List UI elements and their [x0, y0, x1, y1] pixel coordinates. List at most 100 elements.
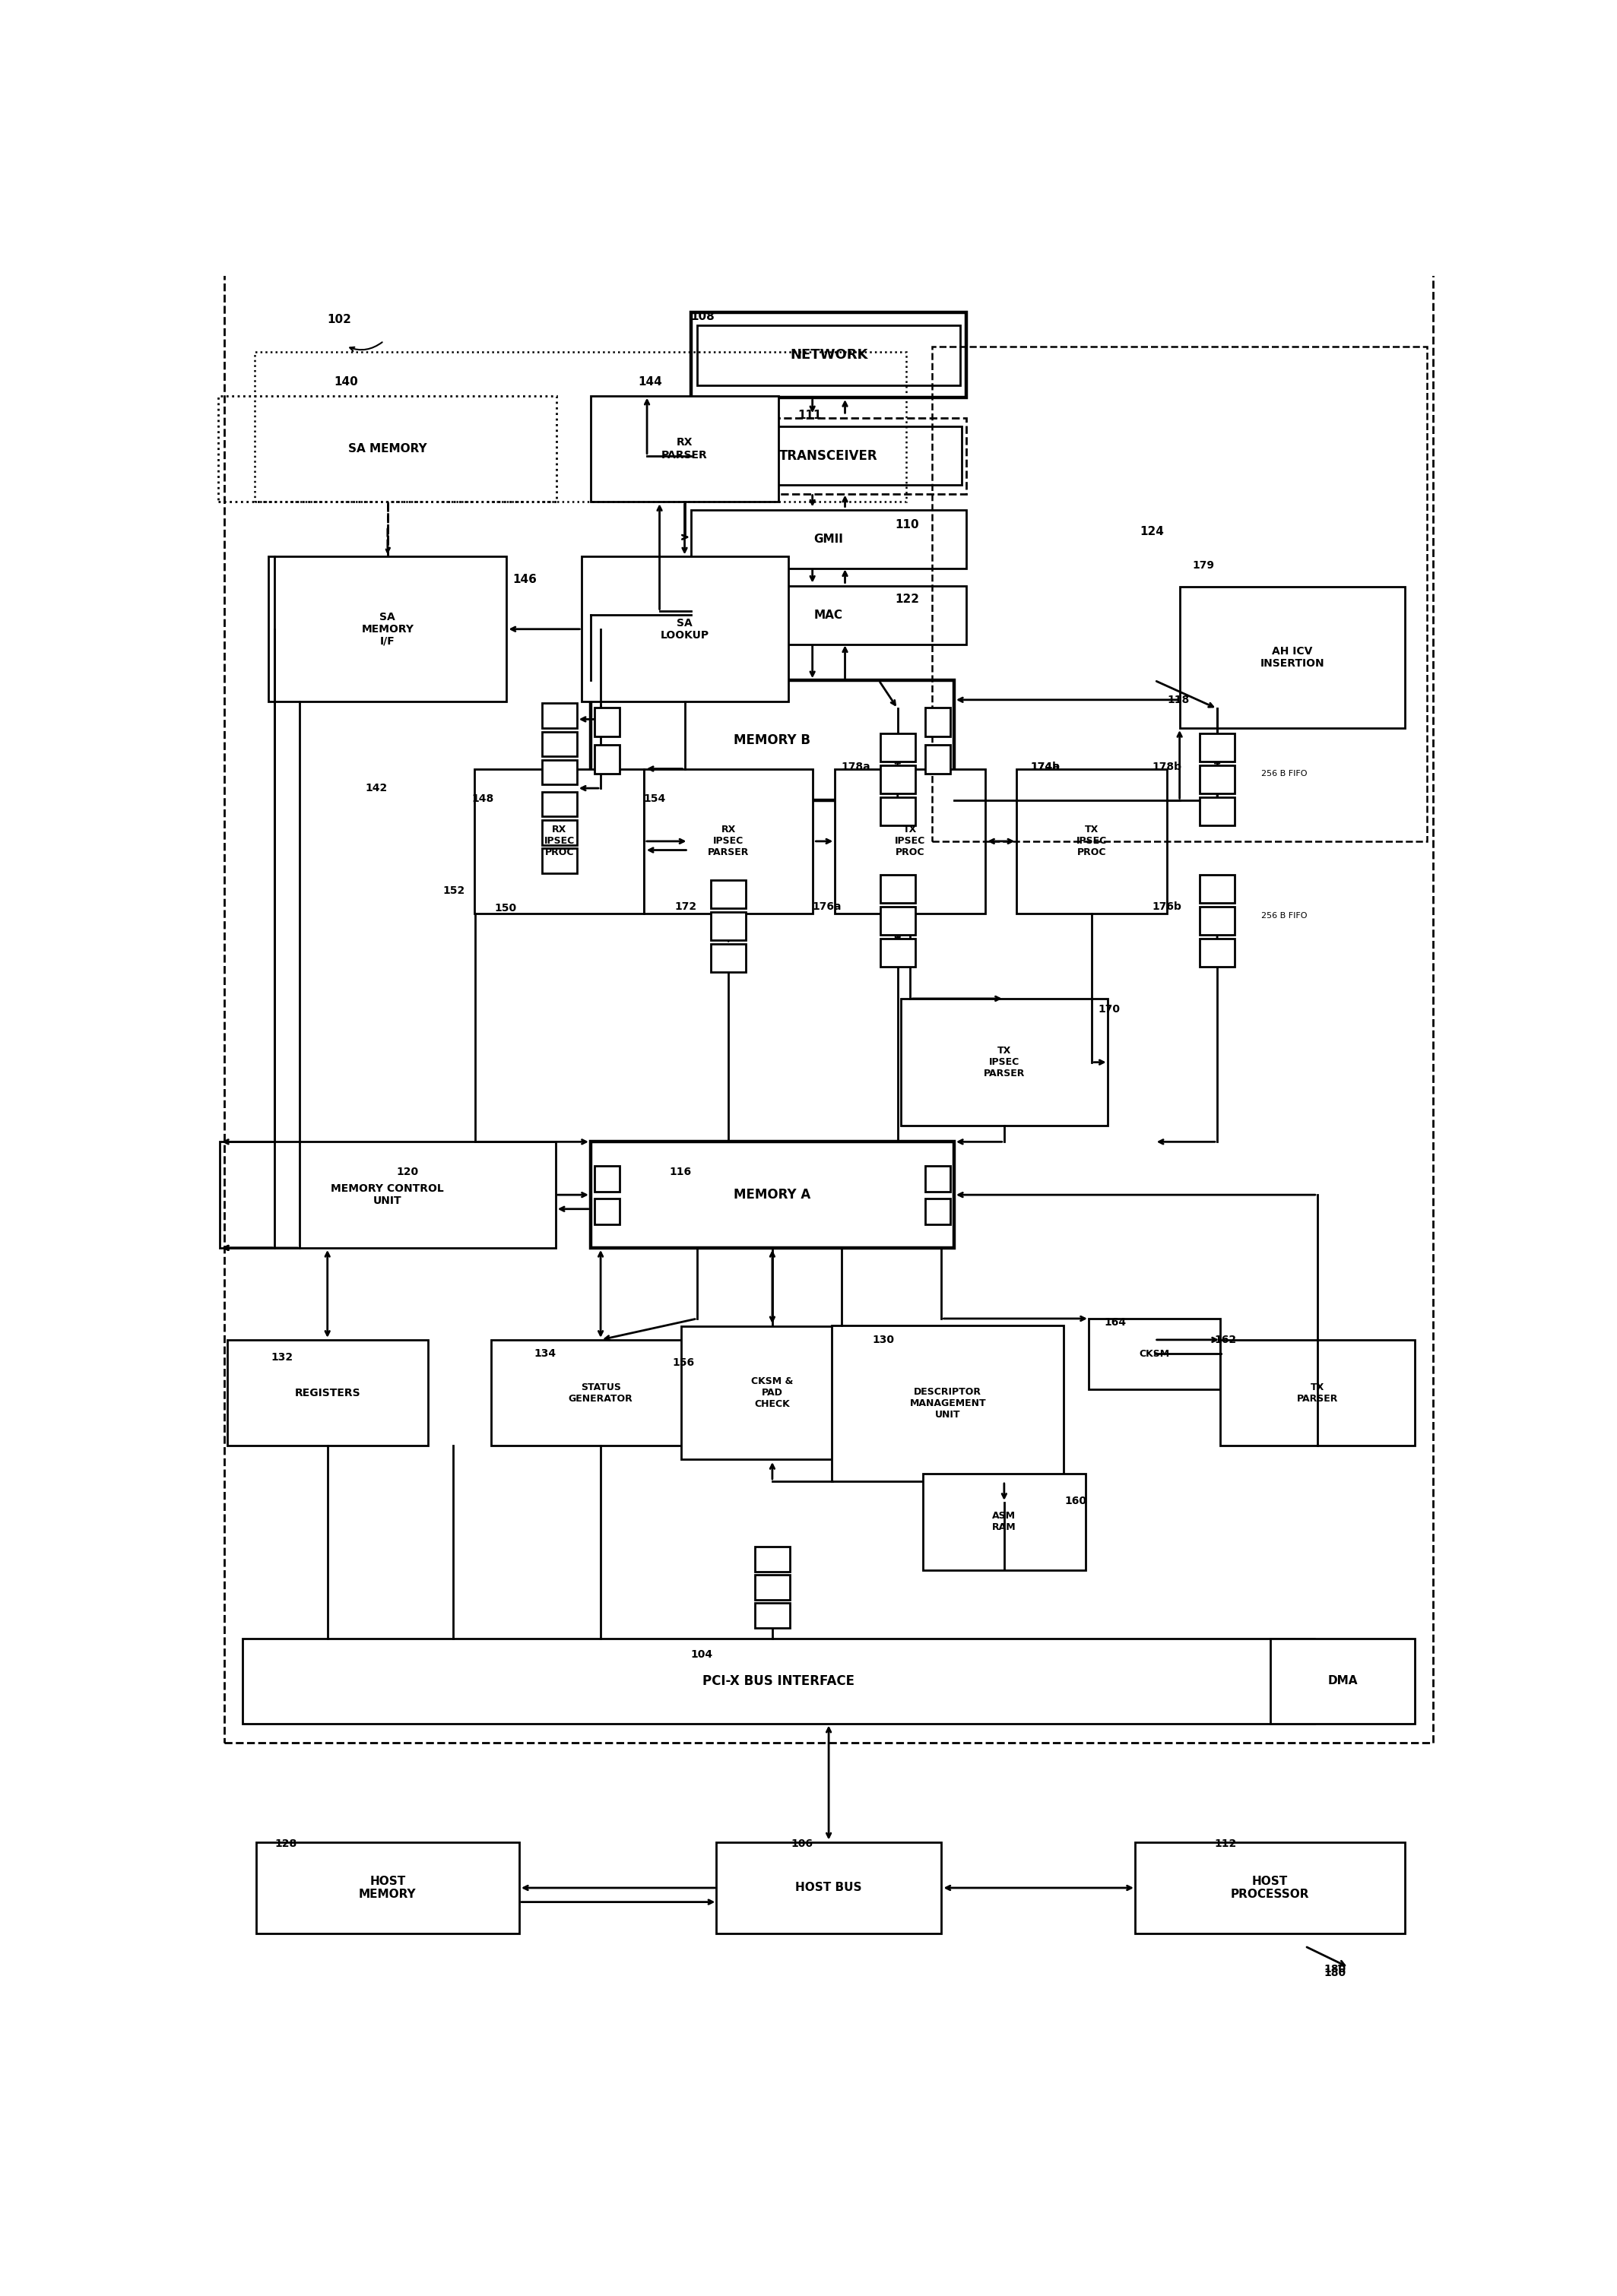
Bar [901, 999, 1108, 1125]
Text: 162: 162 [1214, 1334, 1237, 1345]
Bar [880, 732, 915, 762]
Bar [925, 1166, 951, 1192]
Bar [923, 1474, 1085, 1570]
Bar [755, 1548, 789, 1570]
Text: NETWORK: NETWORK [789, 349, 868, 363]
Text: 118: 118 [1167, 693, 1190, 705]
Bar [1200, 765, 1235, 794]
Text: TX
IPSEC
PROC: TX IPSEC PROC [1077, 824, 1108, 859]
Bar [1200, 875, 1235, 902]
Bar [590, 680, 954, 801]
Bar [595, 707, 619, 737]
Bar [697, 326, 960, 386]
Bar [831, 1325, 1064, 1481]
Bar [690, 585, 967, 645]
Text: 142: 142 [365, 783, 388, 794]
Bar [542, 847, 577, 872]
Text: 108: 108 [690, 310, 715, 321]
Text: 124: 124 [1140, 526, 1164, 537]
Text: TX
IPSEC
PARSER: TX IPSEC PARSER [983, 1047, 1025, 1079]
Text: 146: 146 [513, 574, 537, 585]
Text: REGISTERS: REGISTERS [294, 1387, 361, 1398]
Bar [690, 510, 967, 567]
Bar [595, 1166, 619, 1192]
Bar [755, 1603, 789, 1628]
Bar [716, 1841, 941, 1933]
Text: SA
LOOKUP: SA LOOKUP [660, 618, 708, 641]
Text: TX
PARSER: TX PARSER [1297, 1382, 1339, 1403]
Text: 144: 144 [639, 377, 663, 388]
Text: CKSM &
PAD
CHECK: CKSM & PAD CHECK [752, 1378, 794, 1410]
Text: 174b: 174b [1030, 762, 1061, 771]
Bar [695, 427, 962, 484]
Bar [880, 797, 915, 824]
Text: HOST BUS: HOST BUS [796, 1883, 862, 1894]
Text: 156: 156 [673, 1357, 694, 1368]
Bar [1180, 588, 1405, 728]
Bar [880, 907, 915, 934]
Bar [590, 395, 779, 503]
Text: 134: 134 [534, 1348, 556, 1359]
Text: 104: 104 [690, 1649, 713, 1660]
Text: 130: 130 [873, 1334, 894, 1345]
Bar [1200, 797, 1235, 824]
Text: RX
IPSEC
PARSER: RX IPSEC PARSER [708, 824, 749, 859]
Text: SA MEMORY: SA MEMORY [348, 443, 427, 455]
Text: 180: 180 [1324, 1963, 1345, 1975]
Text: 170: 170 [1098, 1003, 1121, 1015]
Text: 150: 150 [495, 902, 516, 914]
Bar [755, 1575, 789, 1600]
Text: 120: 120 [396, 1166, 419, 1178]
Bar [542, 792, 577, 817]
Bar [880, 939, 915, 967]
Bar [931, 347, 1428, 840]
Bar [711, 912, 745, 941]
Bar [492, 1341, 710, 1446]
Bar [542, 760, 577, 785]
Text: 132: 132 [272, 1352, 293, 1364]
Bar [711, 944, 745, 971]
Text: GMII: GMII [813, 533, 844, 544]
Text: PCI-X BUS INTERFACE: PCI-X BUS INTERFACE [702, 1674, 855, 1688]
Text: HOST
PROCESSOR: HOST PROCESSOR [1231, 1876, 1310, 1901]
Bar [834, 769, 985, 914]
Bar [1135, 1841, 1405, 1933]
Bar [590, 1141, 954, 1249]
Bar [475, 769, 644, 914]
Text: DMA: DMA [1328, 1676, 1358, 1688]
Bar [1271, 1639, 1415, 1724]
Bar [218, 395, 556, 503]
Text: DESCRIPTOR
MANAGEMENT
UNIT: DESCRIPTOR MANAGEMENT UNIT [909, 1387, 986, 1419]
Bar [226, 1341, 427, 1446]
Text: 154: 154 [644, 794, 666, 804]
Text: SA
MEMORY
I/F: SA MEMORY I/F [361, 611, 414, 647]
Text: 174a: 174a [1030, 762, 1059, 771]
Bar [225, 257, 1433, 1743]
Bar [595, 1199, 619, 1224]
Bar [880, 765, 915, 794]
Text: STATUS
GENERATOR: STATUS GENERATOR [569, 1382, 632, 1403]
Text: 122: 122 [896, 592, 920, 604]
Bar [925, 1199, 951, 1224]
Bar [595, 744, 619, 774]
Text: 164: 164 [1104, 1318, 1127, 1327]
Text: 180: 180 [1324, 1968, 1345, 1979]
Bar [690, 418, 967, 494]
Bar [255, 351, 907, 503]
Bar [243, 1639, 1315, 1724]
Bar [681, 1327, 863, 1460]
Bar [1200, 907, 1235, 934]
Text: MEMORY A: MEMORY A [734, 1187, 810, 1201]
Text: RX
IPSEC
PROC: RX IPSEC PROC [543, 824, 574, 859]
Text: 148: 148 [472, 794, 493, 804]
Text: CKSM: CKSM [1140, 1350, 1169, 1359]
Bar [255, 1841, 519, 1933]
Text: TX
IPSEC
PROC: TX IPSEC PROC [894, 824, 925, 859]
Text: 116: 116 [669, 1166, 692, 1178]
Text: AH ICV
INSERTION: AH ICV INSERTION [1260, 645, 1324, 668]
Text: 111: 111 [797, 409, 821, 420]
Bar [581, 556, 787, 703]
Text: MEMORY CONTROL
UNIT: MEMORY CONTROL UNIT [331, 1182, 445, 1205]
Text: 178a: 178a [841, 762, 870, 771]
Bar [1221, 1341, 1415, 1446]
